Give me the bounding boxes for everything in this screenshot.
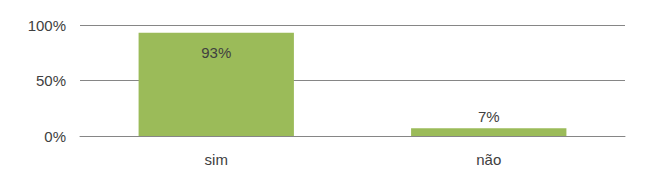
svg-text:50%: 50% (36, 72, 66, 89)
svg-text:sim: sim (205, 151, 228, 168)
svg-text:não: não (476, 151, 501, 168)
svg-text:93%: 93% (201, 44, 231, 61)
svg-text:7%: 7% (478, 108, 500, 125)
svg-text:100%: 100% (28, 17, 66, 34)
svg-text:0%: 0% (44, 128, 66, 145)
